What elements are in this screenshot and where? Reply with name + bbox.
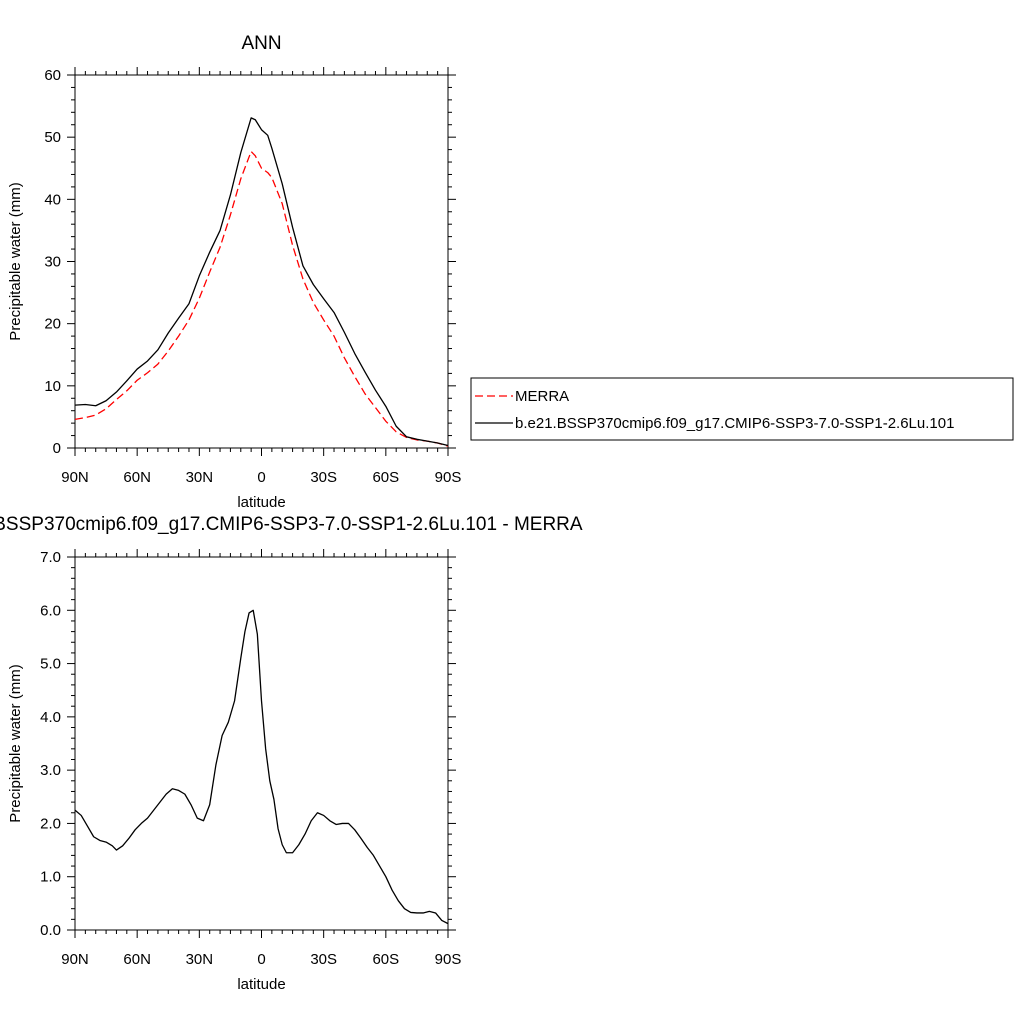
legend-label: b.e21.BSSP370cmip6.f09_g17.CMIP6-SSP3-7.… — [515, 415, 954, 432]
x-tick-label: 60S — [372, 951, 399, 968]
x-tick-label: 0 — [257, 469, 265, 486]
x-tick-label: 30N — [186, 951, 214, 968]
y-tick-label: 5.0 — [40, 656, 61, 673]
y-axis-label: Precipitable water (mm) — [7, 664, 24, 822]
y-axis-label: Precipitable water (mm) — [7, 182, 24, 340]
y-tick-label: 7.0 — [40, 549, 61, 566]
y-tick-label: 1.0 — [40, 869, 61, 886]
x-tick-label: 90S — [435, 951, 462, 968]
chart-2: b.e21.BSSP370cmip6.f09_g17.CMIP6-SSP3-7.… — [0, 514, 583, 993]
x-tick-label: 30S — [310, 469, 337, 486]
series-line-1 — [74, 150, 449, 447]
y-tick-label: 0.0 — [40, 922, 61, 939]
y-tick-label: 0 — [53, 440, 61, 457]
x-tick-label: 30N — [186, 469, 214, 486]
chart-title: b.e21.BSSP370cmip6.f09_g17.CMIP6-SSP3-7.… — [0, 514, 583, 535]
x-tick-label: 90S — [435, 469, 462, 486]
x-tick-label: 90N — [61, 951, 89, 968]
x-tick-label: 60S — [372, 469, 399, 486]
x-axis-label: latitude — [237, 494, 285, 511]
x-tick-label: 90N — [61, 469, 89, 486]
legend: MERRA b.e21.BSSP370cmip6.f09_g17.CMIP6-SS… — [470, 377, 1014, 441]
chart-1: ANN 0 10 20 30 40 50 60 90N 60N 30N 0 30S 60S 90S latit… — [7, 33, 1014, 511]
x-tick-label: 60N — [123, 951, 151, 968]
y-tick-label: 3.0 — [40, 762, 61, 779]
x-axis-label: latitude — [237, 976, 285, 993]
y-tick-label: 10 — [44, 378, 61, 395]
x-tick-label: 60N — [123, 469, 151, 486]
y-tick-label: 4.0 — [40, 709, 61, 726]
y-tick-label: 50 — [44, 129, 61, 146]
y-tick-label: 2.0 — [40, 815, 61, 832]
plot-frame — [74, 556, 449, 931]
y-tick-label: 60 — [44, 67, 61, 84]
chart-title: ANN — [241, 33, 281, 54]
y-tick-label: 6.0 — [40, 602, 61, 619]
legend-box — [470, 377, 1014, 441]
x-tick-label: 30S — [310, 951, 337, 968]
y-tick-label: 20 — [44, 316, 61, 333]
plot-frame — [74, 74, 449, 449]
y-tick-label: 40 — [44, 191, 61, 208]
series-line-1 — [74, 609, 449, 925]
legend-label: MERRA — [515, 388, 569, 405]
y-tick-label: 30 — [44, 254, 61, 271]
series-line-2 — [74, 117, 449, 447]
x-tick-label: 0 — [257, 951, 265, 968]
